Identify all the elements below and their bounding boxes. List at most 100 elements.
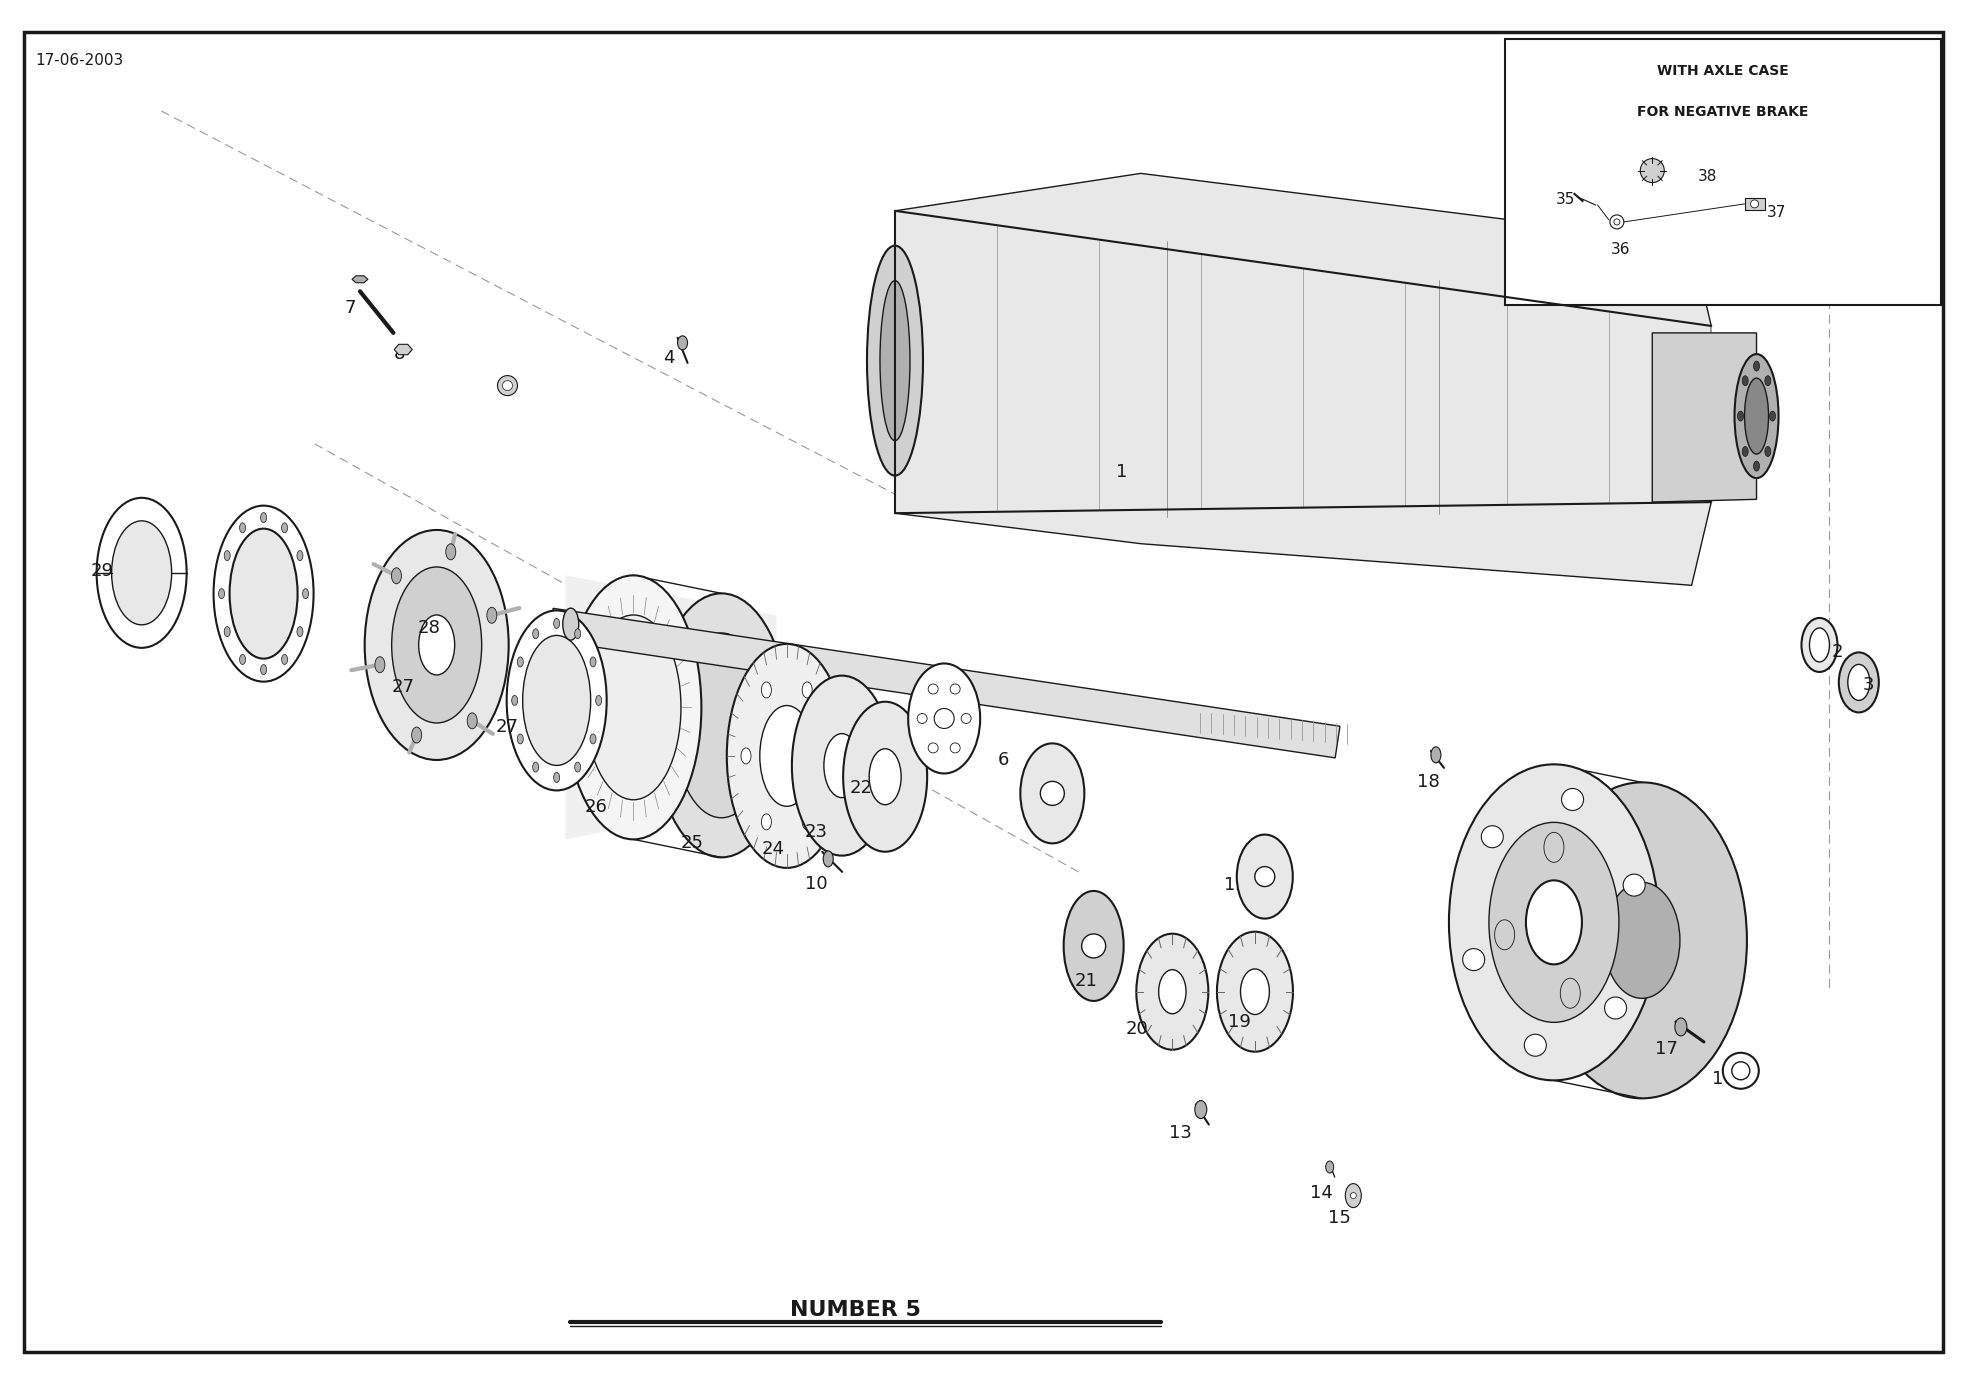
- Text: 35: 35: [1556, 193, 1576, 207]
- Text: 6: 6: [997, 752, 1009, 768]
- Text: 8: 8: [393, 345, 405, 362]
- Text: 7: 7: [344, 300, 356, 316]
- Ellipse shape: [824, 734, 860, 798]
- Ellipse shape: [1495, 920, 1515, 950]
- Text: 2: 2: [1831, 644, 1843, 660]
- Text: 1: 1: [1115, 463, 1127, 480]
- Circle shape: [928, 743, 938, 753]
- Ellipse shape: [1241, 970, 1269, 1014]
- Ellipse shape: [1450, 764, 1658, 1080]
- Ellipse shape: [1743, 447, 1749, 456]
- Text: 10: 10: [805, 875, 828, 892]
- Bar: [1745, 198, 1764, 209]
- Text: 26: 26: [584, 799, 608, 816]
- Ellipse shape: [824, 850, 834, 867]
- Ellipse shape: [1526, 881, 1581, 964]
- Ellipse shape: [1764, 447, 1770, 456]
- Ellipse shape: [1237, 835, 1292, 918]
- Ellipse shape: [1345, 1183, 1361, 1208]
- Ellipse shape: [553, 773, 561, 782]
- Ellipse shape: [563, 608, 578, 641]
- Polygon shape: [895, 173, 1711, 585]
- Ellipse shape: [1603, 882, 1680, 999]
- Ellipse shape: [793, 675, 891, 856]
- Ellipse shape: [1544, 832, 1564, 863]
- Circle shape: [1623, 874, 1644, 896]
- Text: 17: 17: [1654, 1040, 1678, 1057]
- Ellipse shape: [447, 544, 456, 560]
- Text: 16: 16: [1711, 1071, 1735, 1087]
- Ellipse shape: [653, 594, 789, 857]
- Polygon shape: [565, 576, 777, 839]
- Ellipse shape: [297, 551, 303, 560]
- Text: 27: 27: [496, 718, 519, 735]
- Text: 25: 25: [681, 835, 704, 852]
- Polygon shape: [352, 276, 368, 283]
- Ellipse shape: [1159, 970, 1186, 1014]
- Circle shape: [917, 713, 926, 724]
- Ellipse shape: [1810, 628, 1829, 662]
- Text: 11: 11: [1021, 799, 1044, 816]
- Text: 28: 28: [417, 620, 441, 637]
- Ellipse shape: [240, 655, 246, 664]
- Ellipse shape: [260, 664, 268, 674]
- Text: 18: 18: [1416, 774, 1440, 791]
- Circle shape: [1723, 1053, 1758, 1089]
- Ellipse shape: [419, 614, 454, 675]
- Text: 14: 14: [1310, 1184, 1334, 1201]
- Ellipse shape: [1753, 460, 1760, 472]
- Circle shape: [502, 380, 513, 391]
- Ellipse shape: [517, 734, 523, 743]
- Circle shape: [1640, 158, 1664, 183]
- Circle shape: [928, 684, 938, 694]
- Ellipse shape: [224, 551, 230, 560]
- Ellipse shape: [1764, 376, 1770, 386]
- Circle shape: [1041, 781, 1064, 806]
- Text: NUMBER 5: NUMBER 5: [791, 1300, 921, 1319]
- Ellipse shape: [822, 748, 832, 764]
- Circle shape: [950, 684, 960, 694]
- Circle shape: [1613, 219, 1621, 225]
- Ellipse shape: [590, 734, 596, 743]
- Ellipse shape: [1560, 978, 1580, 1008]
- Ellipse shape: [586, 614, 681, 800]
- Ellipse shape: [590, 657, 596, 667]
- Text: 27: 27: [391, 678, 415, 695]
- Ellipse shape: [96, 498, 187, 648]
- Text: 24: 24: [761, 841, 785, 857]
- Text: 37: 37: [1766, 205, 1786, 219]
- Ellipse shape: [1489, 822, 1619, 1022]
- Ellipse shape: [1847, 664, 1871, 700]
- Text: 22: 22: [850, 779, 873, 796]
- Ellipse shape: [214, 506, 313, 681]
- Ellipse shape: [297, 627, 303, 637]
- Circle shape: [1751, 200, 1758, 208]
- Circle shape: [1082, 933, 1105, 958]
- Ellipse shape: [224, 627, 230, 637]
- Ellipse shape: [1137, 933, 1208, 1050]
- Ellipse shape: [677, 336, 688, 350]
- Ellipse shape: [574, 628, 580, 639]
- Ellipse shape: [1743, 376, 1749, 386]
- Ellipse shape: [675, 632, 769, 818]
- Circle shape: [934, 709, 954, 728]
- Ellipse shape: [879, 280, 911, 441]
- Text: 17-06-2003: 17-06-2003: [35, 53, 124, 68]
- Ellipse shape: [844, 702, 926, 852]
- Text: 29: 29: [90, 563, 114, 580]
- Ellipse shape: [1430, 746, 1442, 763]
- Ellipse shape: [364, 530, 509, 760]
- Ellipse shape: [867, 245, 923, 476]
- Ellipse shape: [1218, 932, 1292, 1051]
- Text: 23: 23: [805, 824, 828, 841]
- Ellipse shape: [574, 761, 580, 773]
- Polygon shape: [393, 344, 413, 355]
- Ellipse shape: [1770, 411, 1776, 422]
- Ellipse shape: [260, 513, 268, 523]
- Circle shape: [1562, 788, 1583, 810]
- Ellipse shape: [533, 628, 539, 639]
- Text: 4: 4: [663, 350, 675, 366]
- Ellipse shape: [726, 644, 848, 868]
- Ellipse shape: [1194, 1100, 1208, 1118]
- Ellipse shape: [230, 528, 297, 659]
